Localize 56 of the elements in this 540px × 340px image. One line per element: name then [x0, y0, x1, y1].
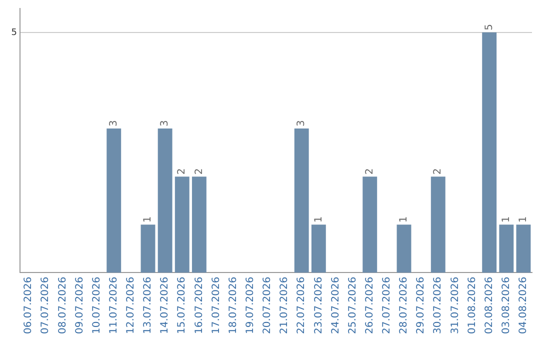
x-tick-label: 15.07.2026 — [176, 276, 188, 334]
x-tick-label: 28.07.2026 — [398, 276, 410, 334]
data-label: 5 — [484, 24, 495, 30]
data-label: 2 — [176, 168, 188, 175]
x-tick-label: 03.08.2026 — [500, 276, 512, 334]
x-tick-label: 30.07.2026 — [432, 276, 444, 334]
bar — [174, 176, 190, 273]
data-label: 2 — [364, 168, 376, 175]
bar — [294, 128, 309, 273]
x-tick-label: 20.07.2026 — [262, 276, 274, 334]
x-tick-label: 01.08.2026 — [466, 276, 478, 334]
data-label: 1 — [518, 216, 530, 223]
bar — [396, 224, 412, 273]
data-label: 1 — [313, 216, 324, 223]
bar — [106, 128, 122, 273]
data-label: 2 — [432, 168, 444, 175]
data-label: 1 — [500, 216, 512, 223]
data-label: 3 — [160, 120, 171, 127]
x-tick-label: 14.07.2026 — [160, 276, 171, 334]
bar — [516, 224, 531, 273]
x-tick-label: 13.07.2026 — [142, 276, 154, 334]
x-tick-label: 26.07.2026 — [364, 276, 376, 334]
x-tick-label: 17.07.2026 — [210, 276, 222, 334]
x-tick-label: 06.07.2026 — [23, 276, 34, 334]
x-tick-label: 22.07.2026 — [296, 276, 308, 334]
bar — [362, 176, 378, 273]
x-tick-label: 16.07.2026 — [194, 276, 205, 334]
bar — [192, 176, 206, 273]
bar — [140, 224, 156, 273]
x-tick-label: 19.07.2026 — [244, 276, 256, 334]
x-tick-label: 07.07.2026 — [40, 276, 52, 334]
x-tick-label: 12.07.2026 — [126, 276, 137, 334]
bar — [482, 32, 497, 273]
x-tick-label: 27.07.2026 — [382, 276, 393, 334]
x-tick-label: 23.07.2026 — [313, 276, 324, 334]
x-tick-label: 21.07.2026 — [279, 276, 290, 334]
x-tick-label: 24.07.2026 — [330, 276, 342, 334]
x-tick-label: 02.08.2026 — [484, 276, 495, 334]
x-tick-label: 29.07.2026 — [416, 276, 427, 334]
x-tick-label: 18.07.2026 — [228, 276, 239, 334]
bar — [311, 224, 326, 273]
x-tick-label: 04.08.2026 — [518, 276, 530, 334]
data-label: 3 — [108, 120, 120, 127]
x-tick-label: 10.07.2026 — [91, 276, 102, 334]
data-label: 1 — [142, 216, 154, 223]
x-tick-label: 11.07.2026 — [108, 276, 120, 334]
data-label: 2 — [194, 168, 205, 175]
data-label: 3 — [296, 120, 308, 127]
bar — [430, 176, 446, 273]
x-tick-label: 08.07.2026 — [57, 276, 68, 334]
x-tick-label: 09.07.2026 — [74, 276, 86, 334]
data-label: 1 — [398, 216, 410, 223]
x-tick-label: 25.07.2026 — [347, 276, 358, 334]
x-tick-label: 31.07.2026 — [450, 276, 461, 334]
bar — [499, 224, 514, 273]
bar — [158, 128, 172, 273]
